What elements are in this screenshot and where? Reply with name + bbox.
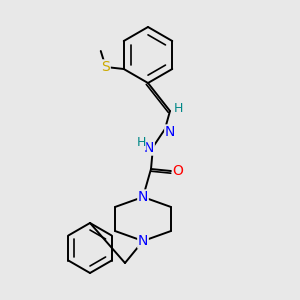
Text: H: H [173,103,183,116]
Text: S: S [101,60,110,74]
Text: N: N [144,141,154,155]
Text: O: O [172,164,183,178]
Text: H: H [136,136,146,149]
Text: N: N [165,125,175,139]
Text: N: N [138,190,148,204]
Text: N: N [138,234,148,248]
